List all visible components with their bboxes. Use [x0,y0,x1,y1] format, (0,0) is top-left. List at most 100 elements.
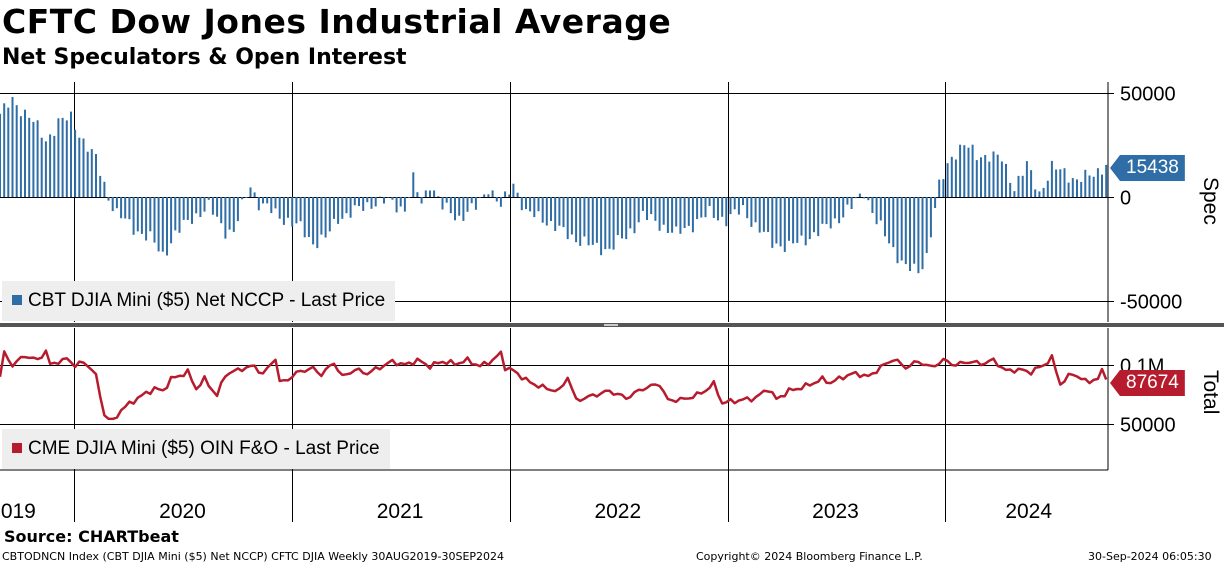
bar [191,197,193,224]
bar [257,197,260,211]
y-tick-label-spec: 0 [1120,188,1131,210]
bar [178,197,181,233]
bar [395,197,398,213]
bar [353,197,356,206]
bar [679,197,682,234]
bar [854,197,857,199]
bar [525,197,527,210]
bar [971,144,974,197]
bar [274,197,277,209]
bar [266,197,269,204]
bar [82,138,85,197]
bar [1092,176,1095,197]
bar [0,113,1,197]
bar [562,197,565,228]
bar [136,197,139,232]
bar [61,117,64,197]
bar [3,103,6,197]
legend-swatch-line [12,442,22,453]
bar [554,197,557,231]
legend-swatch-bar [12,294,22,305]
bar [341,197,344,219]
bar [545,197,548,226]
bar [754,197,757,223]
bar [282,197,285,225]
bar [95,154,97,197]
bar [996,154,999,197]
axis-title-spec: Spec [1199,177,1222,225]
bar [412,172,415,197]
bar [850,197,853,209]
source-note: Source: CHARTbeat [4,527,179,546]
bar [954,159,957,197]
bar [1013,191,1016,197]
bar [299,197,302,222]
bar [241,197,244,200]
bar [362,197,365,211]
bar [808,197,811,240]
bar [520,197,523,211]
bar [737,197,740,215]
bar [149,197,152,232]
bar [892,197,895,248]
bar [829,197,832,229]
bar [717,197,719,221]
bar [533,197,536,218]
bar [186,197,189,220]
x-tick-label: 2019 [0,500,36,523]
bar [291,197,294,227]
bar [591,197,594,245]
bar [140,197,143,234]
bar [487,194,490,197]
bar [980,157,982,197]
bar [612,197,615,250]
bar [946,163,949,197]
bar [942,179,945,197]
bar [495,197,498,202]
bar [516,192,519,197]
bar [458,197,461,216]
footer-timestamp: 30-Sep-2024 06:05:30 [1088,550,1212,563]
bar [349,197,352,218]
bar [1042,187,1045,197]
bar [333,197,335,219]
bar [904,197,907,265]
series-line-total [0,349,1108,421]
bar [370,197,373,209]
bar [1034,189,1037,197]
bar [7,107,10,197]
bar [420,197,423,204]
bar [145,197,148,241]
bar [1088,175,1091,197]
bar [1005,163,1007,197]
bar [454,197,456,221]
bar [203,197,206,212]
bar [236,197,239,222]
bar [74,129,77,197]
bar [103,181,106,197]
bar [437,196,440,197]
bar [959,144,962,197]
bar [337,197,340,224]
bar [57,118,60,197]
bar [124,197,127,219]
bar [462,197,465,221]
bar [800,197,803,236]
bar [675,197,678,227]
x-tick-label: 2020 [159,500,206,523]
bar [884,197,886,237]
bar [813,197,815,233]
bar [587,197,590,246]
bar [316,197,319,249]
bar [746,197,749,219]
bar [846,197,849,205]
y-tick-label-spec: -50000 [1120,292,1182,314]
bar [625,197,628,240]
bar [449,197,452,214]
bar [270,197,273,214]
bar [86,151,89,197]
bar [616,197,619,236]
bar [934,197,937,208]
last-value-tag-total: 87674 [1110,370,1185,396]
bar [570,197,573,235]
